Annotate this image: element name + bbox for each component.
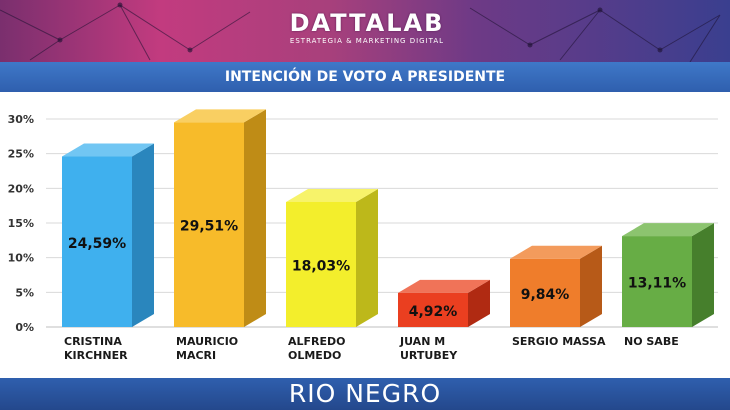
bar-top	[510, 245, 602, 259]
y-tick-label: 25%	[8, 148, 34, 161]
bar-side	[244, 109, 266, 327]
data-label: 13,11%	[628, 276, 686, 292]
bar	[174, 122, 244, 327]
bar-top	[286, 188, 378, 202]
x-tick-label: MAURICIO	[176, 335, 238, 348]
bar	[398, 292, 468, 327]
data-label: 24,59%	[68, 236, 126, 252]
y-tick-label: 0%	[15, 321, 34, 334]
y-tick-label: 20%	[8, 182, 34, 195]
logo-wordmark: DATTALAB	[289, 9, 445, 37]
x-tick-label: JUAN M	[399, 335, 445, 348]
x-tick-label: SERGIO MASSA	[512, 335, 606, 348]
logo-tagline: ESTRATEGIA & MARKETING DIGITAL	[289, 37, 445, 45]
dattalab-logo: DATTALAB ESTRATEGIA & MARKETING DIGITAL	[283, 10, 451, 52]
x-tick-label: OLMEDO	[288, 349, 341, 362]
y-tick-label: 10%	[8, 252, 34, 265]
bar-side	[356, 188, 378, 327]
bar	[510, 258, 580, 327]
bar-top	[398, 279, 490, 293]
header-banner: DATTALAB ESTRATEGIA & MARKETING DIGITAL	[0, 0, 730, 62]
network-pattern	[0, 2, 721, 62]
bar-side	[132, 143, 154, 327]
bar-top	[174, 109, 266, 123]
y-tick-label: 5%	[15, 286, 34, 299]
chart-title: INTENCIÓN DE VOTO A PRESIDENTE	[0, 62, 730, 92]
region-title: RIO NEGRO	[0, 378, 730, 410]
bar-top	[622, 223, 714, 237]
bar	[62, 156, 132, 327]
bar-side	[580, 245, 602, 327]
bar-top	[62, 143, 154, 157]
x-tick-label: URTUBEY	[400, 349, 458, 362]
x-tick-label: KIRCHNER	[64, 349, 128, 362]
chart-area: 0% 5% 10% 15% 20% 25% 30% 24,59% CRISTINA KIRCHNE…	[0, 92, 730, 378]
bar-side	[692, 223, 714, 327]
data-label: 9,84%	[521, 287, 570, 303]
x-tick-label: MACRI	[176, 349, 216, 362]
bar	[622, 236, 692, 327]
bar-chart: 0% 5% 10% 15% 20% 25% 30% 24,59% CRISTINAKIRCHNE…	[8, 109, 718, 362]
data-label: 4,92%	[409, 304, 458, 320]
y-tick-label: 30%	[8, 113, 34, 126]
x-tick-label: ALFREDO	[288, 335, 346, 348]
data-label: 29,51%	[180, 219, 238, 235]
bar-side	[468, 279, 490, 327]
x-tick-label: NO SABE	[624, 335, 679, 348]
x-tick-label: CRISTINA	[64, 335, 122, 348]
bar	[286, 201, 356, 327]
y-tick-label: 15%	[8, 217, 34, 230]
data-label: 18,03%	[292, 258, 350, 274]
